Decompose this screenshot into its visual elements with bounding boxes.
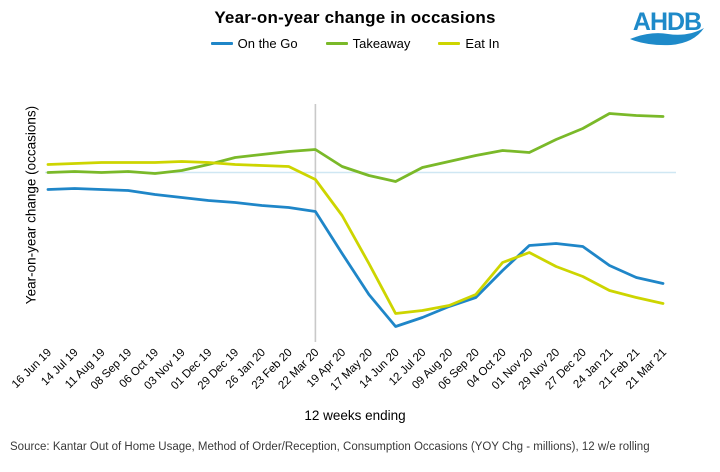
chart-legend: On the Go Takeaway Eat In xyxy=(0,36,710,51)
ahdb-logo-text: AHDB xyxy=(633,8,701,36)
series-line-eat-in xyxy=(46,160,665,315)
chart-title: Year-on-year change in occasions xyxy=(214,8,496,27)
on-the-go-swatch-icon xyxy=(210,42,233,45)
series-line-on-the-go xyxy=(46,187,665,328)
legend-item-on-the-go: On the Go xyxy=(210,36,298,51)
source-note: Source: Kantar Out of Home Usage, Method… xyxy=(10,441,650,453)
ahdb-wave-icon xyxy=(630,28,704,46)
takeaway-swatch-icon xyxy=(325,42,348,45)
x-axis-label: 12 weeks ending xyxy=(304,408,406,423)
legend-item-eat-in: Eat In xyxy=(438,36,499,51)
ahdb-logo-graphic: AHDB xyxy=(630,8,704,46)
legend-item-takeaway: Takeaway xyxy=(325,36,411,51)
legend-label: Takeaway xyxy=(352,36,411,51)
eat-in-swatch-icon xyxy=(438,42,461,45)
series-line-takeaway xyxy=(46,112,665,183)
legend-label: Eat In xyxy=(465,36,500,51)
legend-label: On the Go xyxy=(237,36,298,51)
ahdb-logo: AHDB xyxy=(626,5,708,57)
